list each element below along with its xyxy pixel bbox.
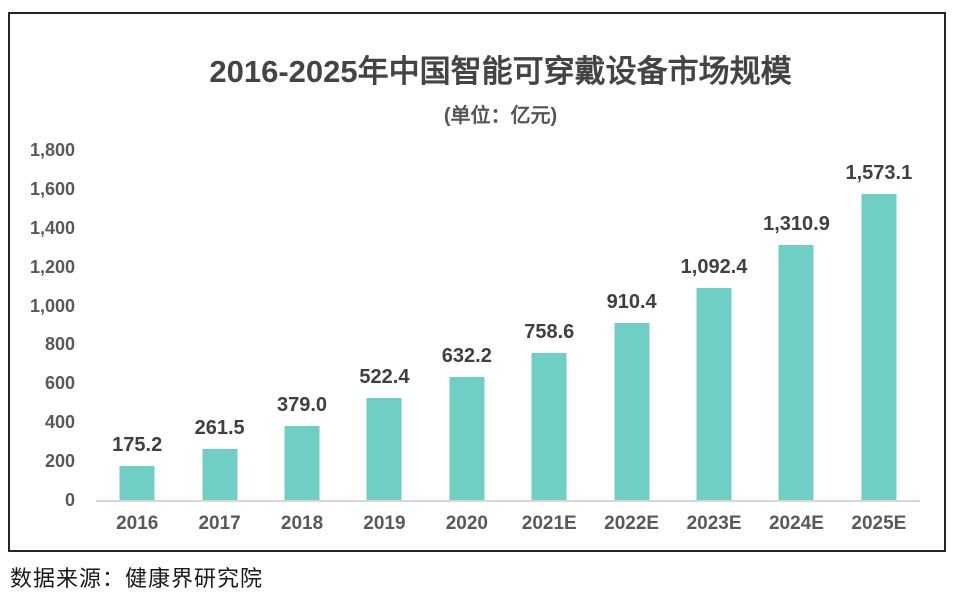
- bar-value-label: 175.2: [112, 433, 163, 456]
- bar-value-label: 379.0: [276, 394, 328, 417]
- bar-group: 1,310.9 2024E: [755, 150, 837, 534]
- bar-group: 632.2 2020: [426, 150, 508, 534]
- x-axis-label: 2025E: [851, 513, 907, 534]
- x-axis-label: 2024E: [768, 513, 824, 534]
- bar-group: 175.2 2016: [96, 150, 178, 534]
- x-axis-label: 2022E: [604, 513, 660, 534]
- x-axis-baseline: [96, 500, 920, 502]
- y-axis: 0 200 400 600 800 1,000 1,200 1,400 1,600 1,800: [10, 140, 75, 510]
- bar: [449, 377, 485, 500]
- bar-value-label: 1,310.9: [763, 213, 830, 236]
- x-axis-label: 2017: [198, 513, 241, 534]
- x-axis-label: 2016: [116, 513, 159, 534]
- x-axis-label: 2018: [280, 513, 324, 534]
- bar: [284, 426, 320, 500]
- y-tick-label: 0: [64, 490, 75, 510]
- bar: [531, 352, 567, 500]
- bar-group: 1,573.1 2025E: [838, 150, 920, 534]
- bar-group: 522.4 2019: [343, 150, 425, 534]
- x-axis-label: 2019: [363, 513, 406, 534]
- bar: [614, 323, 650, 500]
- source-note: 数据来源：健康界研究院: [10, 567, 264, 592]
- bar-value-label: 522.4: [359, 366, 410, 389]
- bar: [861, 194, 897, 500]
- x-axis-label: 2020: [445, 513, 488, 534]
- bar-value-label: 261.5: [194, 417, 245, 440]
- chart-title: 2016-2025年中国智能可穿戴设备市场规模: [209, 54, 792, 89]
- bar: [366, 398, 402, 500]
- y-tick-label: 1,600: [29, 178, 75, 199]
- bar-group: 758.6 2021E: [508, 150, 590, 535]
- bar-value-label: 1,092.4: [680, 255, 748, 278]
- bar: [202, 449, 238, 500]
- y-tick-label: 800: [44, 334, 75, 355]
- bar: [778, 245, 814, 500]
- y-tick-label: 600: [44, 373, 75, 394]
- x-axis-label: 2023E: [686, 513, 742, 534]
- bar: [119, 465, 155, 500]
- bar-group: 261.5 2017: [178, 150, 260, 534]
- bar-value-label: 1,573.1: [845, 162, 913, 185]
- chart-frame: 2016-2025年中国智能可穿戴设备市场规模 (单位：亿元) 0 200 400 6…: [8, 12, 946, 552]
- bar-group: 379.0 2018: [261, 150, 343, 534]
- y-tick-label: 200: [44, 451, 75, 472]
- bar-value-label: 910.4: [606, 291, 657, 313]
- bar-value-label: 632.2: [441, 345, 492, 368]
- bar-value-label: 758.6: [524, 320, 575, 343]
- bar-group: 910.4 2022E: [590, 150, 672, 534]
- y-tick-label: 1,400: [29, 217, 75, 238]
- y-tick-label: 400: [44, 412, 75, 433]
- bar-group: 1,092.4 2023E: [673, 150, 755, 534]
- y-tick-label: 1,800: [29, 140, 75, 160]
- chart-subtitle: (单位：亿元): [443, 105, 558, 127]
- y-tick-label: 1,200: [29, 256, 75, 277]
- x-axis-label: 2021E: [521, 513, 577, 534]
- bar: [696, 287, 732, 500]
- y-tick-label: 1,000: [29, 295, 75, 316]
- plot-area: 175.2 2016 261.5 2017 379.0 2018 522.4 2019 632.…: [96, 150, 920, 535]
